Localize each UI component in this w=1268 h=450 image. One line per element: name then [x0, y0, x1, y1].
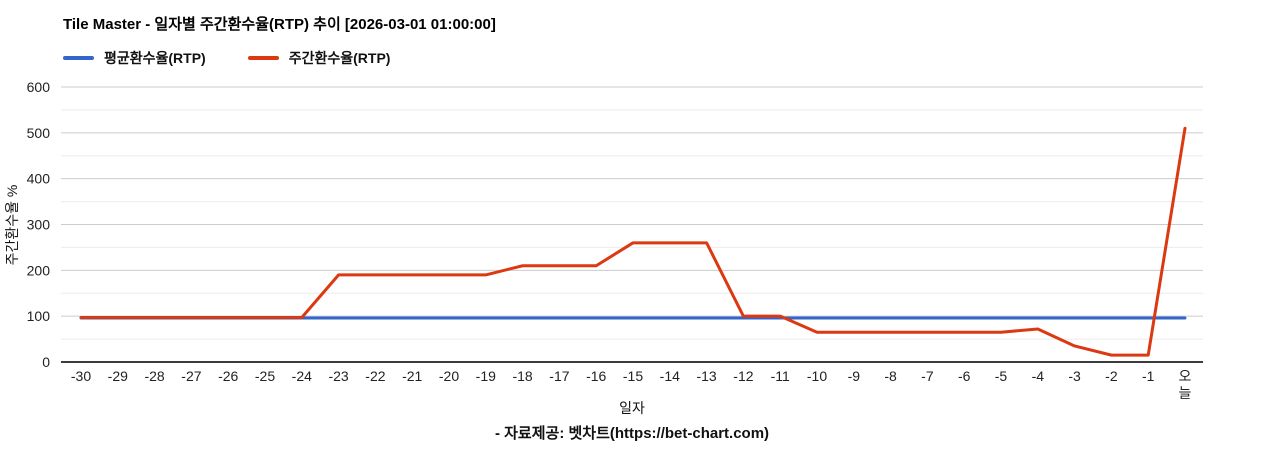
- legend-label-average-rtp: 평균환수율(RTP): [104, 50, 206, 66]
- x-tick-label: -22: [365, 368, 385, 384]
- y-tick-label: 500: [27, 125, 51, 141]
- x-tick-label: -3: [1068, 368, 1081, 384]
- y-tick-label: 0: [42, 354, 50, 370]
- x-tick-label: -29: [108, 368, 128, 384]
- x-tick-label: -16: [586, 368, 606, 384]
- x-tick-label: -27: [181, 368, 201, 384]
- x-tick-label: -18: [512, 368, 532, 384]
- x-tick-label: -30: [71, 368, 91, 384]
- x-tick-label: -5: [995, 368, 1008, 384]
- x-tick-label: -13: [696, 368, 716, 384]
- weekly-rtp-line-swatch: [247, 56, 279, 60]
- weekly-rtp-line: [79, 126, 1187, 357]
- y-tick-label: 400: [27, 171, 51, 187]
- y-axis-title: 주간환수율 %: [4, 185, 20, 266]
- x-tick-label: -28: [144, 368, 164, 384]
- x-tick-label: -9: [848, 368, 861, 384]
- chart-title: Tile Master - 일자별 주간환수율(RTP) 추이 [2026-03…: [63, 16, 496, 33]
- legend-item-weekly-rtp[interactable]: 주간환수율(RTP): [247, 48, 391, 68]
- x-tick-label: -11: [771, 368, 790, 384]
- x-tick-label: -15: [623, 368, 643, 384]
- y-tick-label: 100: [27, 308, 51, 324]
- x-tick-label: -2: [1105, 368, 1118, 384]
- x-tick-label: -21: [402, 368, 422, 384]
- x-tick-label: -10: [807, 368, 827, 384]
- x-tick-label: -24: [292, 368, 312, 384]
- x-tick-label: -4: [1032, 368, 1045, 384]
- footer-credit: - 자료제공: 벳차트(https://bet-chart.com): [495, 425, 769, 442]
- x-axis-title: 일자: [619, 400, 645, 416]
- x-tick-label: -26: [218, 368, 238, 384]
- y-tick-label: 600: [27, 79, 51, 95]
- legend-item-average-rtp[interactable]: 평균환수율(RTP): [63, 48, 206, 68]
- x-tick-label: -17: [549, 368, 569, 384]
- x-tick-label: -8: [884, 368, 897, 384]
- x-tick-label: -19: [476, 368, 496, 384]
- x-tick-label: -14: [660, 368, 680, 384]
- average-rtp-line-swatch: [63, 56, 94, 60]
- legend-label-weekly-rtp: 주간환수율(RTP): [288, 50, 391, 66]
- x-tick-label: -20: [439, 368, 459, 384]
- y-tick-label: 300: [27, 217, 51, 233]
- x-tick-label: -23: [328, 368, 348, 384]
- x-tick-label: -6: [958, 368, 971, 384]
- y-tick-label: 200: [27, 262, 51, 278]
- x-tick-label: -12: [733, 368, 753, 384]
- x-tick-label: 오: [1179, 368, 1192, 384]
- x-tick-label: -7: [921, 368, 934, 384]
- x-tick-label: -25: [255, 368, 275, 384]
- x-tick-label: -1: [1142, 368, 1155, 384]
- legend: 평균환수율(RTP) 주간환수율(RTP): [63, 48, 390, 68]
- x-tick-label: 늘: [1179, 385, 1192, 401]
